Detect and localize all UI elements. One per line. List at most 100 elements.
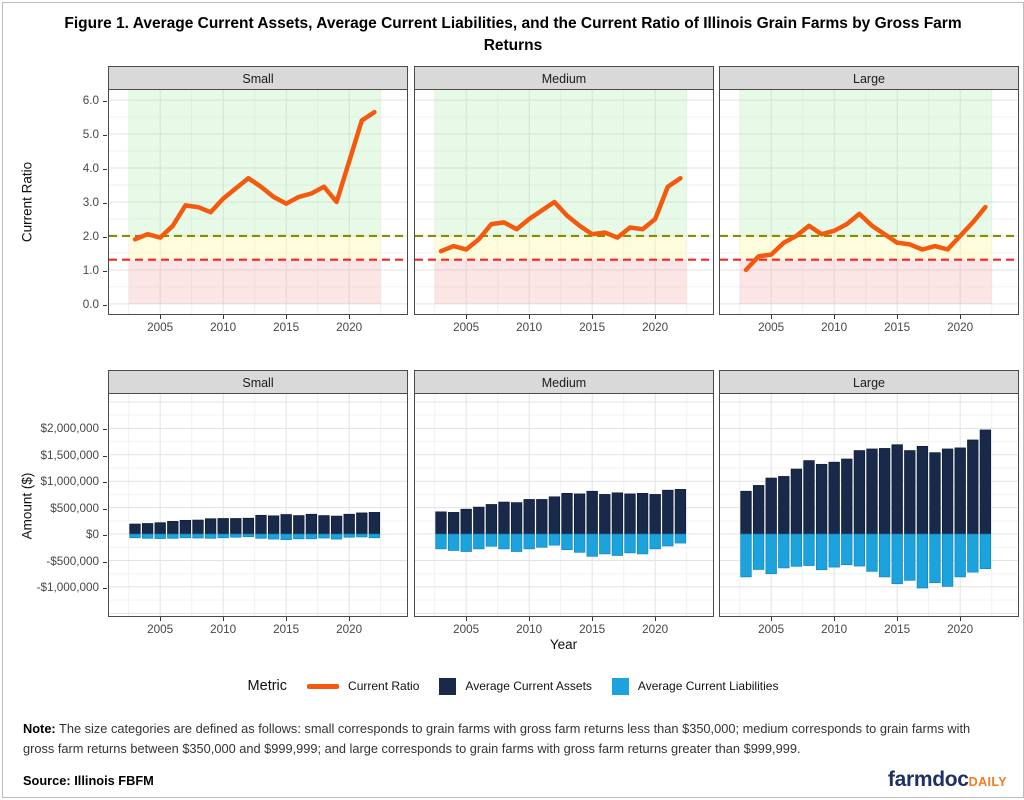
y-axis-tick-label: $500,000 <box>50 501 99 515</box>
y-axis-tick-mark <box>103 508 107 510</box>
x-axis-tick-label: 2020 <box>947 321 974 334</box>
y-axis-tick-mark <box>103 169 107 171</box>
figure-title: Figure 1. Average Current Assets, Averag… <box>64 15 962 55</box>
y-axis-tick-label: 6.0 <box>82 94 99 108</box>
y-axis-tick-mark <box>103 270 107 272</box>
y-axis-tick-label: 2.0 <box>82 229 99 243</box>
amounts-plot-area-small <box>108 394 408 617</box>
x-axis-tick-mark <box>655 617 657 621</box>
y-axis-tick-label: $1,500,000 <box>40 448 100 462</box>
x-axis-tick-label: 2020 <box>642 623 669 636</box>
y-axis-tick-mark <box>103 101 107 103</box>
current-ratio-plot-area-medium <box>414 90 714 315</box>
facet-label-medium: Medium <box>414 66 714 90</box>
current-ratio-plot-area-small <box>108 90 408 315</box>
y-axis-tick-label: -$1,000,000 <box>36 580 99 594</box>
panel-medium-current-ratio: Medium <box>414 66 714 315</box>
legend-label-assets: Average Current Assets <box>465 679 592 693</box>
legend-title: Metric <box>247 678 288 694</box>
facet-label-large: Large <box>719 370 1019 394</box>
amounts-plot-area-medium <box>414 394 714 617</box>
x-axis-tick-mark <box>286 315 288 319</box>
current-ratio-chart-small <box>109 90 407 314</box>
x-axis-tick-label: 2020 <box>642 321 669 334</box>
logo-farmdoc: farmdoc <box>887 768 969 791</box>
x-axis-tick-label: 2015 <box>884 623 911 636</box>
source-label: Source: <box>23 773 71 788</box>
panel-medium-amounts: Medium <box>414 370 714 617</box>
y-axis-tick-mark <box>103 429 107 431</box>
y-axis-tick-label: -$500,000 <box>46 554 99 568</box>
liabilities-square-swatch <box>611 677 629 695</box>
x-axis-tick-mark <box>529 617 531 621</box>
logo-daily: DAILY <box>968 775 1007 789</box>
x-axis-tick-label: 2010 <box>516 321 543 334</box>
current-ratio-chart-large <box>720 90 1018 314</box>
x-axis-tick-mark <box>529 315 531 319</box>
x-axis-tick-mark <box>655 315 657 319</box>
amounts-chart-large <box>720 394 1018 616</box>
x-axis-tick-label: 2015 <box>884 321 911 334</box>
x-axis-tick-mark <box>160 617 162 621</box>
x-axis-tick-label: 2005 <box>147 623 174 636</box>
note-text: Note: The size categories are defined as… <box>23 719 1003 759</box>
farmdoc-daily-logo: farmdoc DAILY <box>888 768 1007 792</box>
x-axis-tick-mark <box>592 315 594 319</box>
x-axis-tick-mark <box>223 617 225 621</box>
amounts-plot-area-large <box>719 394 1019 617</box>
note-label: Note: <box>23 721 56 736</box>
y-axis-tick-label: $2,000,000 <box>40 422 100 436</box>
legend-label-current-ratio: Current Ratio <box>348 679 420 693</box>
x-axis-tick-mark <box>592 617 594 621</box>
y-axis-tick-mark <box>103 135 107 137</box>
y-axis-tick-mark <box>103 482 107 484</box>
y-axis-tick-mark <box>103 304 107 306</box>
panel-small-current-ratio: Small <box>108 66 408 315</box>
ratio-axis-title: Current Ratio <box>19 161 35 243</box>
x-axis-tick-mark <box>834 315 836 319</box>
y-axis-tick-mark <box>103 535 107 537</box>
facet-label-medium: Medium <box>414 370 714 394</box>
x-axis-tick-label: 2010 <box>821 623 848 636</box>
y-axis-tick-label: $0 <box>85 528 99 542</box>
x-axis-tick-mark <box>466 315 468 319</box>
chart-legend: Metric Current Ratio Average Current Ass… <box>3 667 1023 705</box>
x-axis-tick-label: 2015 <box>273 623 300 636</box>
x-axis-tick-label: 2005 <box>453 623 480 636</box>
amounts-chart-medium <box>415 394 713 616</box>
x-axis-tick-mark <box>349 315 351 319</box>
x-axis-tick-label: 2020 <box>336 321 363 334</box>
current-ratio-chart-medium <box>415 90 713 314</box>
x-axis-tick-mark <box>771 315 773 319</box>
x-axis-tick-label: 2020 <box>336 623 363 636</box>
y-axis-tick-label: 5.0 <box>82 128 99 142</box>
x-axis-tick-label: 2015 <box>579 623 606 636</box>
x-axis-tick-mark <box>466 617 468 621</box>
legend-item-liabilities: Average Current Liabilities <box>611 677 778 695</box>
y-axis-tick-mark <box>103 455 107 457</box>
x-axis-tick-mark <box>897 315 899 319</box>
x-axis-tick-label: 2005 <box>147 321 174 334</box>
facet-label-small: Small <box>108 370 408 394</box>
note-body: The size categories are defined as follo… <box>23 721 971 756</box>
current-ratio-plot-area-large <box>719 90 1019 315</box>
x-axis-tick-label: 2020 <box>947 623 974 636</box>
x-axis-tick-label: 2010 <box>516 623 543 636</box>
y-axis-tick-mark <box>103 561 107 563</box>
y-axis-tick-label: 0.0 <box>82 297 99 311</box>
y-axis-tick-mark <box>103 236 107 238</box>
x-axis-tick-label: 2010 <box>821 321 848 334</box>
y-axis-tick-label: 3.0 <box>82 196 99 209</box>
assets-square-swatch <box>439 677 457 695</box>
panel-large-amounts: Large <box>719 370 1019 617</box>
x-axis-tick-label: 2005 <box>453 321 480 334</box>
current-ratio-line-swatch <box>307 683 340 689</box>
y-axis-tick-label: $1,000,000 <box>40 475 100 489</box>
x-axis-tick-mark <box>223 315 225 319</box>
x-axis-tick-label: 2005 <box>758 623 785 636</box>
source-text: Source: Illinois FBFM <box>23 773 154 788</box>
x-axis-tick-mark <box>960 315 962 319</box>
x-axis-tick-label: 2015 <box>579 321 606 334</box>
facet-label-small: Small <box>108 66 408 90</box>
x-axis-tick-label: 2005 <box>758 321 785 334</box>
